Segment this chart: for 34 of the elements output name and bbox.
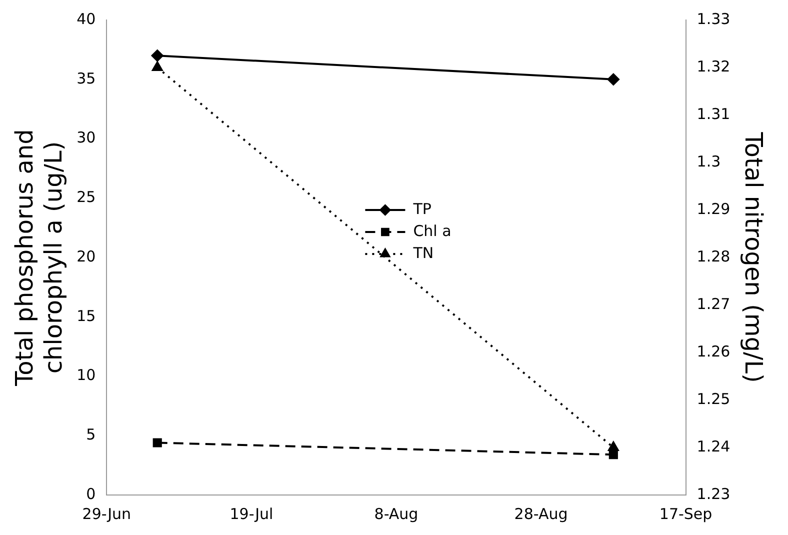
y2-tick-label: 1.27: [696, 294, 730, 313]
x-tick-label: 17-Sep: [659, 504, 712, 523]
point: [152, 438, 162, 448]
y-tick-label: 35: [76, 69, 96, 88]
y-tick-label: 40: [76, 10, 96, 28]
point: [607, 73, 620, 86]
y2-tick-label: 1.26: [696, 342, 730, 360]
x-tick-label: 19-Jul: [230, 504, 274, 523]
y2-tick-label: 1.29: [696, 200, 730, 218]
y-tick-label: 15: [76, 306, 96, 325]
legend-label: Chl a: [413, 222, 452, 240]
x-tick-label: 8-Aug: [374, 504, 418, 523]
y2-tick-label: 1.3: [696, 152, 721, 170]
y2-tick-label: 1.28: [696, 247, 730, 266]
y2-tick-label: 1.24: [696, 437, 730, 456]
x-tick-label: 28-Aug: [514, 504, 568, 523]
point: [151, 50, 164, 62]
legend-label: TN: [412, 244, 434, 262]
y2-tick-label: 1.32: [696, 57, 730, 76]
y2-tick-label: 1.31: [696, 104, 730, 123]
y-tick-label: 0: [86, 484, 96, 503]
legend-label: TP: [412, 200, 432, 218]
y-tick-label: 25: [76, 188, 96, 206]
y-tick-label: 20: [76, 247, 96, 266]
y2-tick-label: 1.23: [696, 484, 730, 503]
y-tick-label: 30: [76, 128, 96, 147]
x-tick-label: 29-Jun: [82, 504, 132, 523]
point: [608, 450, 618, 460]
y2-tick-label: 1.33: [696, 10, 730, 28]
y-tick-label: 5: [86, 426, 96, 444]
y-axis-title: Total phosphorus and chlorophyll a (ug/L): [10, 129, 68, 387]
y2-tick-label: 1.25: [696, 390, 730, 408]
y2-axis-title: Total nitrogen (mg/L): [739, 131, 768, 383]
y-tick-label: 10: [76, 366, 96, 384]
